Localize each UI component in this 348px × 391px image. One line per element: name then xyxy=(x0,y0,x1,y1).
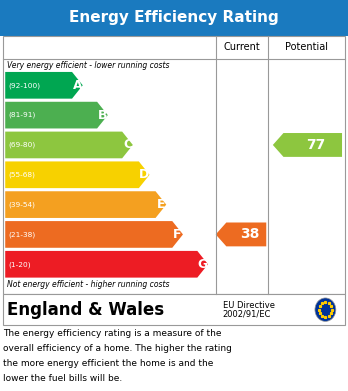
Text: (92-100): (92-100) xyxy=(8,82,40,88)
Text: overall efficiency of a home. The higher the rating: overall efficiency of a home. The higher… xyxy=(3,344,232,353)
Polygon shape xyxy=(5,161,150,188)
Text: (81-91): (81-91) xyxy=(8,112,35,118)
Text: 2002/91/EC: 2002/91/EC xyxy=(223,310,271,319)
Text: England & Wales: England & Wales xyxy=(7,301,164,319)
Polygon shape xyxy=(5,72,83,99)
Bar xyxy=(3,294,345,325)
Text: EU Directive: EU Directive xyxy=(223,301,275,310)
Text: C: C xyxy=(123,138,132,151)
Text: 38: 38 xyxy=(240,228,260,241)
Text: B: B xyxy=(98,109,107,122)
Polygon shape xyxy=(5,191,166,218)
Polygon shape xyxy=(5,102,108,129)
Text: The energy efficiency rating is a measure of the: The energy efficiency rating is a measur… xyxy=(3,329,222,338)
Text: F: F xyxy=(173,228,182,241)
Text: (21-38): (21-38) xyxy=(8,231,35,238)
Text: A: A xyxy=(73,79,82,92)
Bar xyxy=(3,36,345,294)
Text: Not energy efficient - higher running costs: Not energy efficient - higher running co… xyxy=(7,280,169,289)
Polygon shape xyxy=(5,132,133,158)
Bar xyxy=(0,0,348,36)
Text: Very energy efficient - lower running costs: Very energy efficient - lower running co… xyxy=(7,61,169,70)
Text: Current: Current xyxy=(223,42,260,52)
Text: G: G xyxy=(198,258,208,271)
Text: Energy Efficiency Rating: Energy Efficiency Rating xyxy=(69,11,279,25)
Text: (55-68): (55-68) xyxy=(8,172,35,178)
Text: (39-54): (39-54) xyxy=(8,201,35,208)
Polygon shape xyxy=(273,133,342,157)
Text: (69-80): (69-80) xyxy=(8,142,35,148)
Text: E: E xyxy=(157,198,165,211)
Polygon shape xyxy=(5,251,208,278)
Text: (1-20): (1-20) xyxy=(8,261,31,267)
Text: 77: 77 xyxy=(307,138,326,152)
Text: the more energy efficient the home is and the: the more energy efficient the home is an… xyxy=(3,359,214,368)
Text: D: D xyxy=(139,168,149,181)
Circle shape xyxy=(315,298,336,321)
Text: Potential: Potential xyxy=(285,42,328,52)
Polygon shape xyxy=(5,221,183,248)
Polygon shape xyxy=(216,222,266,246)
Text: lower the fuel bills will be.: lower the fuel bills will be. xyxy=(3,374,123,383)
